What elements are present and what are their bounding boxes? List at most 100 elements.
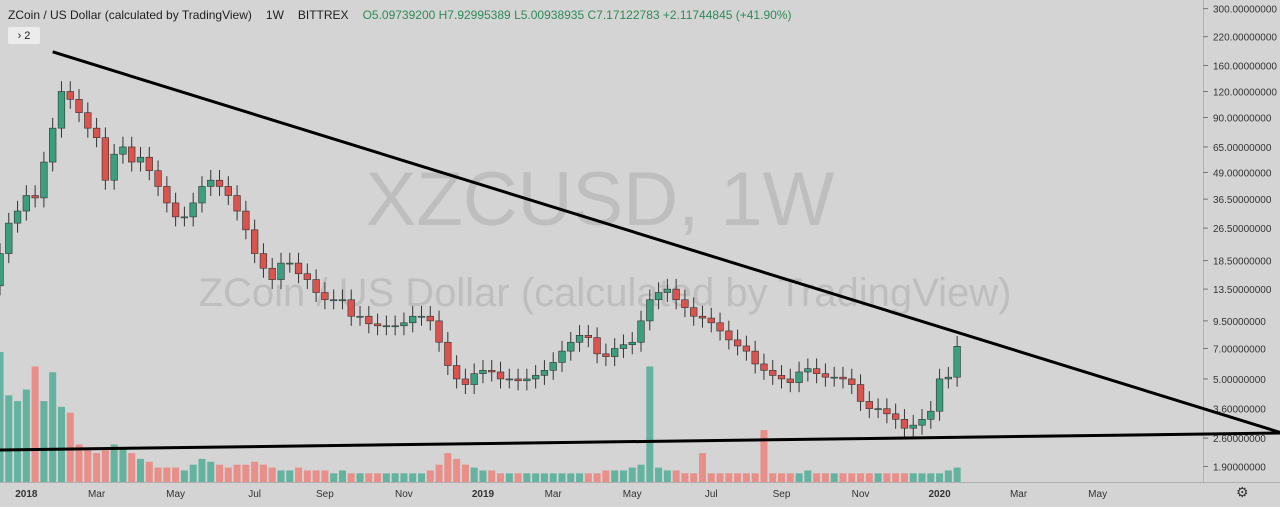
volume-bar <box>22 389 30 482</box>
candle-body <box>198 186 206 204</box>
candle-body <box>330 299 338 302</box>
candle-body <box>918 419 926 426</box>
volume-bar <box>804 470 812 482</box>
candle-body <box>400 322 408 327</box>
price-tick-label: 36.50000000 <box>1213 195 1272 206</box>
volume-bar <box>128 453 136 482</box>
candle-body <box>611 348 619 357</box>
candle-body <box>365 315 373 325</box>
candle-body <box>646 299 654 322</box>
volume-bar <box>268 467 276 482</box>
candle-body <box>268 267 276 280</box>
volume-bar <box>233 464 241 482</box>
volume-bar <box>751 473 759 482</box>
candle-body <box>110 153 118 181</box>
time-tick-label: 2019 <box>472 489 495 500</box>
price-tick-label: 90.00000000 <box>1213 114 1272 125</box>
candle-body <box>602 353 610 357</box>
candle-body <box>769 370 777 376</box>
candle-body <box>935 378 944 412</box>
candle-body <box>136 156 145 163</box>
price-tick-label: 3.60000000 <box>1213 405 1266 416</box>
candle-body <box>251 229 259 254</box>
candle-body <box>22 195 30 212</box>
volume-bar <box>286 470 294 482</box>
volume-bar <box>479 470 487 482</box>
candle-body <box>461 378 470 385</box>
volume-bar <box>707 473 715 482</box>
volume-bar <box>883 473 891 482</box>
time-tick-label: May <box>623 489 642 500</box>
candle-body <box>760 363 768 371</box>
volume-bar <box>444 453 452 482</box>
price-tick-label: 13.50000000 <box>1213 285 1272 296</box>
candle-body <box>690 307 698 317</box>
candle-body <box>865 401 873 409</box>
candle-body <box>830 376 838 379</box>
candle-body <box>663 288 671 293</box>
time-tick-label: Jul <box>705 489 718 500</box>
price-tick-label: 49.00000000 <box>1213 169 1272 180</box>
volume-bar <box>813 473 821 482</box>
candle-body <box>681 299 689 308</box>
volume-bar <box>242 464 250 482</box>
candle-body <box>821 373 830 378</box>
volume-bar <box>646 366 654 482</box>
candle-body <box>321 292 329 301</box>
exchange-label[interactable]: BITTREX <box>297 8 349 22</box>
volume-bar <box>558 473 566 482</box>
volume-bar <box>330 473 338 482</box>
volume-bar <box>365 473 373 482</box>
volume-bar <box>400 473 408 482</box>
candle-body <box>207 179 215 187</box>
time-tick-label: 2018 <box>15 489 38 500</box>
volume-bar <box>40 401 48 482</box>
volume-bar <box>198 458 206 482</box>
candle-body <box>575 335 584 343</box>
symbol-title[interactable]: ZCoin / US Dollar (calculated by Trading… <box>8 8 252 22</box>
candle-body <box>5 222 13 254</box>
candle-body <box>154 170 162 187</box>
volume-bar <box>532 473 540 482</box>
time-tick-label: May <box>1088 489 1107 500</box>
volume-bar <box>725 473 733 482</box>
volume-bar <box>927 473 935 482</box>
volume-bar <box>760 430 768 482</box>
candle-body <box>470 373 478 385</box>
price-tick-label: 9.50000000 <box>1213 317 1266 328</box>
candle-body <box>303 273 311 280</box>
volume-bar <box>382 473 390 482</box>
candle-body <box>707 317 715 324</box>
volume-bar <box>409 473 417 482</box>
time-tick-label: May <box>166 489 185 500</box>
ohlc-close: C7.17122783 <box>587 8 660 22</box>
volume-bar <box>593 473 601 482</box>
candle-body <box>312 279 320 293</box>
gear-icon[interactable]: ⚙ <box>1236 484 1249 500</box>
volume-bar <box>769 473 777 482</box>
volume-bar <box>874 473 882 482</box>
ohlc-high: H7.92995389 <box>438 8 511 22</box>
candle-body <box>338 299 347 302</box>
candle-body <box>479 370 487 374</box>
volume-bar <box>698 453 706 482</box>
candle-body <box>242 210 250 231</box>
interval-label[interactable]: 1W <box>265 8 284 22</box>
volume-bar <box>567 473 575 482</box>
time-tick-label: Nov <box>852 489 870 500</box>
candle-body <box>84 112 92 129</box>
candle-body <box>751 350 759 365</box>
candle-body <box>654 292 663 301</box>
candle-body <box>593 337 601 355</box>
volume-bar <box>681 473 689 482</box>
price-tick-label: 120.00000000 <box>1213 87 1277 98</box>
price-tick-label: 300.00000000 <box>1213 5 1277 16</box>
volume-bar <box>584 473 592 482</box>
indicators-toggle-button[interactable]: › 2 <box>8 27 40 44</box>
volume-bar <box>216 464 224 482</box>
price-tick-label: 65.00000000 <box>1213 143 1272 154</box>
volume-bar <box>848 473 856 482</box>
ohlc-low: L5.00938935 <box>514 8 585 22</box>
